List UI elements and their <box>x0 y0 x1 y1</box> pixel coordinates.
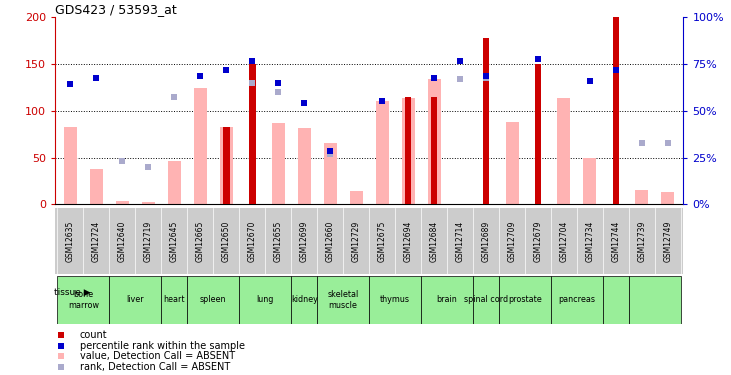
Bar <box>473 276 499 324</box>
Text: percentile rank within the sample: percentile rank within the sample <box>80 341 245 351</box>
Text: GSM12709: GSM12709 <box>507 220 517 262</box>
Text: GSM12660: GSM12660 <box>326 220 335 262</box>
Bar <box>499 276 551 324</box>
Bar <box>291 276 317 324</box>
Text: pancreas: pancreas <box>558 296 596 304</box>
Bar <box>405 97 412 204</box>
Bar <box>635 190 648 204</box>
Text: lung: lung <box>257 296 274 304</box>
Text: brain: brain <box>436 296 458 304</box>
Bar <box>376 101 389 204</box>
Bar <box>58 276 110 324</box>
Bar <box>298 128 311 204</box>
Bar <box>551 276 603 324</box>
Text: GSM12744: GSM12744 <box>611 220 621 262</box>
Bar <box>223 127 230 204</box>
Bar <box>90 169 103 204</box>
Text: GSM12635: GSM12635 <box>66 220 75 262</box>
Text: GSM12640: GSM12640 <box>118 220 127 262</box>
Text: GSM12689: GSM12689 <box>482 220 491 262</box>
Text: GSM12749: GSM12749 <box>664 220 673 262</box>
Text: GSM12719: GSM12719 <box>144 220 153 262</box>
Bar <box>431 97 437 204</box>
Bar <box>349 191 363 204</box>
Bar <box>168 161 181 204</box>
Bar <box>401 98 414 204</box>
Bar <box>506 122 518 204</box>
Bar <box>64 127 77 204</box>
Bar <box>220 127 232 204</box>
Text: count: count <box>80 330 107 340</box>
Text: GSM12650: GSM12650 <box>221 220 231 262</box>
Bar <box>324 144 337 204</box>
Bar <box>428 79 441 204</box>
Text: GSM12655: GSM12655 <box>273 220 283 262</box>
Text: thymus: thymus <box>380 296 410 304</box>
Bar <box>142 202 155 204</box>
Text: skeletal
muscle: skeletal muscle <box>327 290 359 310</box>
Bar <box>187 276 239 324</box>
Text: GSM12665: GSM12665 <box>196 220 205 262</box>
Text: heart: heart <box>164 296 185 304</box>
Bar <box>249 64 256 204</box>
Text: GSM12694: GSM12694 <box>404 220 412 262</box>
Text: GSM12734: GSM12734 <box>586 220 594 262</box>
Text: GSM12739: GSM12739 <box>637 220 646 262</box>
Text: spleen: spleen <box>200 296 227 304</box>
Text: GDS423 / 53593_at: GDS423 / 53593_at <box>55 3 177 16</box>
Text: tissue ▶: tissue ▶ <box>53 288 90 297</box>
Text: GSM12684: GSM12684 <box>430 220 439 262</box>
Bar <box>535 64 541 204</box>
Bar <box>116 201 129 204</box>
Bar <box>239 276 291 324</box>
Bar <box>482 38 489 204</box>
Bar <box>421 276 473 324</box>
Text: spinal cord: spinal cord <box>464 296 508 304</box>
Bar <box>369 276 421 324</box>
Text: GSM12729: GSM12729 <box>352 220 360 262</box>
Text: liver: liver <box>126 296 144 304</box>
Bar <box>110 276 162 324</box>
Bar <box>162 276 187 324</box>
Text: kidney: kidney <box>291 296 318 304</box>
Text: value, Detection Call = ABSENT: value, Detection Call = ABSENT <box>80 351 235 361</box>
Bar <box>194 88 207 204</box>
Bar <box>583 158 596 204</box>
Bar <box>558 99 570 204</box>
Text: GSM12670: GSM12670 <box>248 220 257 262</box>
Bar <box>629 276 681 324</box>
Text: prostate: prostate <box>508 296 542 304</box>
Text: GSM12699: GSM12699 <box>300 220 308 262</box>
Bar <box>272 123 285 204</box>
Text: GSM12724: GSM12724 <box>92 220 101 262</box>
Text: bone
marrow: bone marrow <box>68 290 99 310</box>
Bar <box>603 276 629 324</box>
Text: GSM12645: GSM12645 <box>170 220 179 262</box>
Text: GSM12704: GSM12704 <box>559 220 569 262</box>
Bar <box>662 192 675 204</box>
Text: GSM12675: GSM12675 <box>378 220 387 262</box>
Bar <box>613 17 619 204</box>
Text: GSM12714: GSM12714 <box>455 220 465 262</box>
Bar <box>317 276 369 324</box>
Text: GSM12679: GSM12679 <box>534 220 542 262</box>
Text: rank, Detection Call = ABSENT: rank, Detection Call = ABSENT <box>80 362 230 372</box>
